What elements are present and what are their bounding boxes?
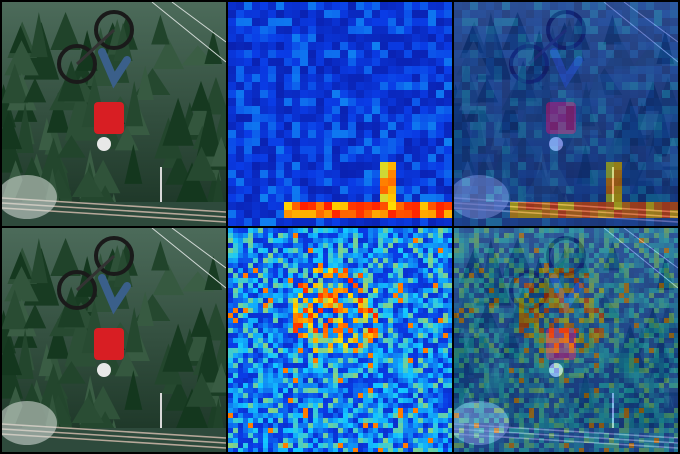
heatmap-overlay-photo-icon — [454, 2, 678, 226]
heatmap-tile-bottom — [228, 228, 452, 452]
photo-tile-bottom — [2, 228, 226, 452]
heatmap-overlay-photo-icon — [454, 228, 678, 452]
overlay-tile-top — [454, 2, 678, 226]
attention-heatmap-noisy-icon — [228, 228, 452, 452]
bmx-rider-photo-icon — [2, 228, 226, 452]
attention-heatmap-smooth-icon — [228, 2, 452, 226]
overlay-tile-bottom — [454, 228, 678, 452]
photo-tile-top — [2, 2, 226, 226]
heatmap-tile-top — [228, 2, 452, 226]
bmx-rider-photo-icon — [2, 2, 226, 226]
